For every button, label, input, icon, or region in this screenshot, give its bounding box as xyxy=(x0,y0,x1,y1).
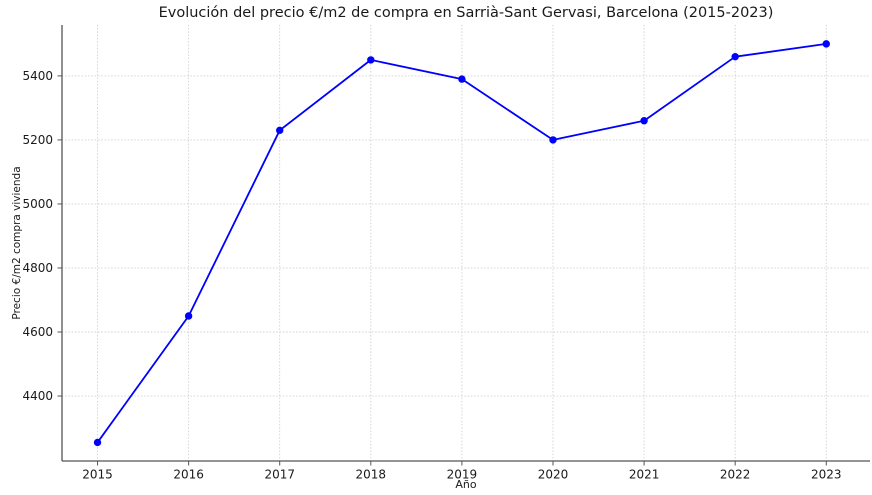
data-point-2015 xyxy=(93,438,102,447)
y-tick-label: 4400 xyxy=(22,389,53,403)
x-tick-label: 2015 xyxy=(82,468,113,482)
x-tick-label: 2020 xyxy=(538,468,569,482)
chart-title: Evolución del precio €/m2 de compra en S… xyxy=(158,5,774,21)
y-tick-label: 5400 xyxy=(22,69,53,83)
x-tick-label: 2022 xyxy=(720,468,751,482)
x-tick-label: 2016 xyxy=(173,468,204,482)
data-point-2021 xyxy=(640,117,648,125)
y-tick-label: 5200 xyxy=(22,133,53,147)
x-axis-label: Año xyxy=(455,478,477,491)
y-tick-label: 4600 xyxy=(22,325,53,339)
y-tick-label: 5000 xyxy=(22,197,53,211)
x-tick-label: 2021 xyxy=(629,468,660,482)
data-point-2018 xyxy=(367,56,375,64)
data-point-2022 xyxy=(731,52,739,61)
data-point-2016 xyxy=(184,312,193,320)
x-tick-label: 2017 xyxy=(264,468,295,482)
x-tick-label: 2018 xyxy=(356,468,387,482)
x-tick-label: 2023 xyxy=(811,468,842,482)
data-point-2020 xyxy=(549,136,557,144)
data-point-2019 xyxy=(458,75,466,83)
x-tick-label: 2019 xyxy=(447,468,478,482)
y-tick-label: 4800 xyxy=(22,261,53,275)
data-point-2023 xyxy=(822,40,830,48)
data-point-2017 xyxy=(276,126,284,135)
